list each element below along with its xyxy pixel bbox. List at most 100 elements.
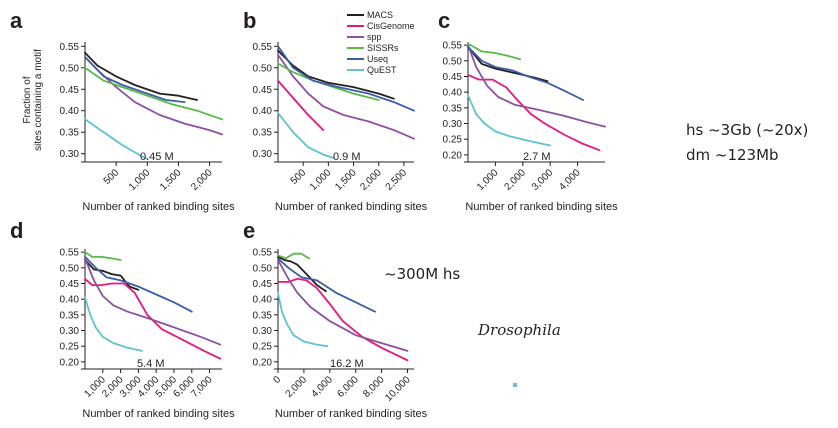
y-tick-label: 0.30 bbox=[253, 149, 273, 160]
x-tick-label: 6,000 bbox=[335, 374, 361, 400]
y-tick-label: 0.50 bbox=[253, 263, 273, 274]
y-tick-label: 0.55 bbox=[60, 42, 80, 53]
series-line-macs bbox=[277, 49, 395, 100]
series-line-macs bbox=[467, 45, 549, 83]
y-tick-label: 0.30 bbox=[253, 326, 273, 337]
x-tick-label: 2,000 bbox=[502, 167, 528, 193]
y-tick-label: 0.40 bbox=[60, 106, 80, 117]
y-tick-label: 0.45 bbox=[60, 279, 80, 290]
y-tick-label: 0.20 bbox=[443, 150, 463, 161]
y-tick-label: 0.55 bbox=[443, 41, 463, 52]
series-line-sissrs bbox=[84, 251, 122, 261]
series-line-useq bbox=[277, 257, 376, 313]
y-tick-label: 0.55 bbox=[253, 42, 273, 53]
y-tick-label: 0.35 bbox=[253, 128, 273, 139]
y-tick-label: 0.40 bbox=[60, 295, 80, 306]
annotation-drosophila: Drosophila bbox=[478, 321, 561, 339]
series-line-spp bbox=[467, 44, 606, 128]
x-tick-label: 2,000 bbox=[284, 374, 310, 400]
legend-label-useq: Useq bbox=[367, 54, 388, 64]
y-axis-label-line1: Fraction of bbox=[22, 76, 33, 123]
series-line-macs bbox=[277, 255, 327, 293]
series-line-sissrs bbox=[84, 66, 223, 121]
y-tick-label: 0.45 bbox=[60, 85, 80, 96]
series-line-macs bbox=[84, 259, 140, 291]
x-tick-label: 500 bbox=[289, 167, 309, 187]
series-line-quest bbox=[277, 112, 335, 159]
x-tick-label: 3,000 bbox=[530, 167, 556, 193]
x-axis-label: Number of ranked binding sites bbox=[82, 408, 235, 420]
x-tick-label: 1,000 bbox=[475, 167, 501, 193]
y-tick-label: 0.50 bbox=[60, 63, 80, 74]
y-tick-label: 0.40 bbox=[253, 295, 273, 306]
y-tick-label: 0.50 bbox=[253, 63, 273, 74]
panel-c: c 0.20 0.25 0.30 0.35 0.40 0.45 0.50 0.55 1,000 2,… bbox=[438, 8, 618, 213]
y-tick-label: 0.55 bbox=[253, 248, 273, 259]
panel-letter-b: b bbox=[243, 8, 256, 33]
series-line-cisgenome bbox=[277, 277, 409, 362]
panel-d: d0.200.250.300.350.400.450.500.551,0002,… bbox=[10, 218, 235, 420]
series-line-useq bbox=[84, 56, 186, 103]
legend-label-sissrs: SISSRs bbox=[367, 43, 399, 53]
panel-e: e 0.20 0.25 0.30 0.35 0.40 0.45 0.50 0.55 0 2,000 4… bbox=[243, 218, 428, 420]
panel-letter-e: e bbox=[243, 218, 255, 243]
panel-a: a 0.30 0.35 0.40 0.45 0.50 0.55 500 1,000 1,500 2,… bbox=[10, 8, 235, 213]
series-line-sissrs bbox=[467, 42, 521, 61]
sequencing-depth-label: 5.4 M bbox=[137, 358, 165, 370]
panel-letter-c: c bbox=[438, 8, 450, 33]
series-line-spp bbox=[277, 259, 409, 352]
y-tick-label: 0.35 bbox=[443, 103, 463, 114]
series-line-quest bbox=[277, 292, 329, 348]
annotation-300m-hs: ~300M hs bbox=[384, 265, 461, 283]
y-tick-label: 0.45 bbox=[443, 72, 463, 83]
y-tick-label: 0.45 bbox=[253, 279, 273, 290]
x-tick-label: 7,000 bbox=[189, 374, 215, 400]
y-tick-label: 0.20 bbox=[60, 357, 80, 368]
y-tick-label: 0.35 bbox=[60, 310, 80, 321]
series-line-cisgenome bbox=[84, 277, 222, 360]
series-line-sissrs bbox=[277, 252, 310, 260]
x-tick-label: 1,500 bbox=[158, 167, 184, 193]
series-line-quest bbox=[84, 118, 149, 160]
y-tick-label: 0.25 bbox=[443, 135, 463, 146]
series-line-quest bbox=[467, 94, 552, 147]
annotation-dm-genome: dm ~123Mb bbox=[686, 146, 779, 164]
sequencing-depth-label: 0.45 M bbox=[140, 151, 174, 163]
legend-label-cisgenome: CisGenome bbox=[367, 21, 415, 31]
y-tick-label: 0.20 bbox=[253, 357, 273, 368]
y-tick-label: 0.25 bbox=[253, 342, 273, 353]
x-tick-label: 4,000 bbox=[557, 167, 583, 193]
y-tick-label: 0.45 bbox=[253, 85, 273, 96]
series-line-sissrs bbox=[277, 62, 380, 101]
legend-label-quest: QuEST bbox=[367, 65, 397, 75]
x-axis-label: Number of ranked binding sites bbox=[275, 408, 428, 420]
x-tick-label: 500 bbox=[102, 167, 122, 187]
x-tick-label: 10,000 bbox=[383, 374, 413, 404]
y-axis-label: Fraction ofsites containing a motif bbox=[22, 49, 44, 151]
panel-letter-d: d bbox=[10, 218, 23, 243]
y-tick-label: 0.40 bbox=[253, 106, 273, 117]
x-tick-label: 1,000 bbox=[308, 167, 334, 193]
panel-letter-a: a bbox=[10, 8, 23, 33]
legend-label-spp: spp bbox=[367, 32, 382, 42]
y-axis-label-line2: sites containing a motif bbox=[33, 49, 44, 151]
series-line-useq bbox=[467, 45, 584, 101]
series-line-useq bbox=[277, 45, 415, 112]
series-line-spp bbox=[84, 257, 222, 346]
y-tick-label: 0.35 bbox=[253, 310, 273, 321]
annotation-hs-genome: hs ~3Gb (~20x) bbox=[686, 121, 809, 139]
x-tick-label: 1,000 bbox=[127, 167, 153, 193]
y-tick-label: 0.25 bbox=[60, 342, 80, 353]
x-axis-label: Number of ranked binding sites bbox=[275, 201, 428, 213]
x-tick-label: 2,500 bbox=[384, 167, 410, 193]
y-tick-label: 0.50 bbox=[60, 263, 80, 274]
x-tick-label: 2,000 bbox=[358, 167, 384, 193]
series-line-quest bbox=[84, 296, 143, 352]
y-tick-label: 0.40 bbox=[443, 88, 463, 99]
x-tick-label: 4,000 bbox=[309, 374, 335, 400]
series-line-spp bbox=[277, 54, 415, 140]
sequencing-depth-label: 0.9 M bbox=[333, 151, 361, 163]
